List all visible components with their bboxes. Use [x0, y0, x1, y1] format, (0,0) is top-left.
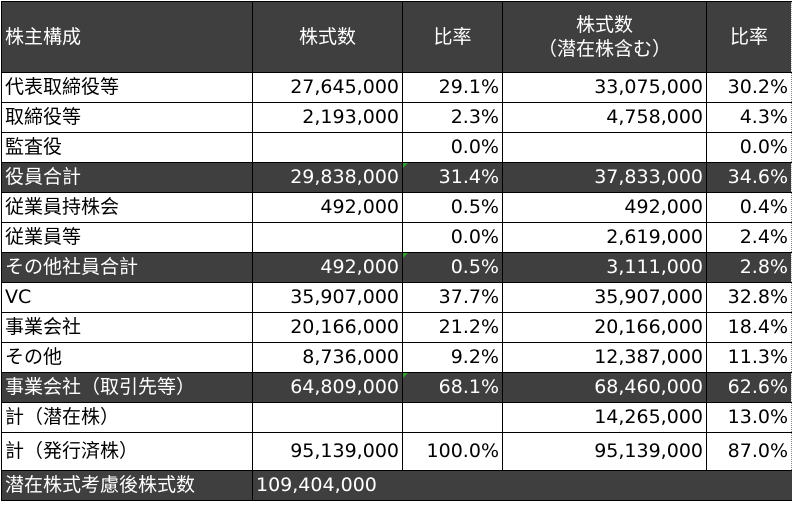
total-value: 109,404,000	[252, 470, 792, 501]
row-shares-potential: 68,460,000	[502, 372, 707, 403]
table-row: 取締役等 2,193,000 2.3% 4,758,000 4.3%	[1, 102, 792, 133]
header-shares-potential: 株式数 （潜在株含む）	[502, 1, 707, 73]
row-ratio: 2.3%	[402, 102, 503, 133]
row-shares-potential: 12,387,000	[502, 342, 707, 373]
row-ratio: 21.2%	[402, 312, 503, 343]
row-label: 計（発行済株）	[1, 432, 253, 471]
row-ratio-potential: 0.4%	[706, 192, 792, 223]
row-ratio-potential: 30.2%	[706, 72, 792, 103]
row-shares-potential: 3,111,000	[502, 252, 707, 283]
row-label: VC	[1, 282, 253, 313]
row-label: 計（潜在株）	[1, 402, 253, 433]
table-row: その他 8,736,000 9.2% 12,387,000 11.3%	[1, 342, 792, 373]
header-shareholder-composition: 株主構成	[1, 1, 253, 73]
header-ratio-potential: 比率	[706, 1, 792, 73]
shareholder-table: 株主構成 株式数 比率 株式数 （潜在株含む） 比率 代表取締役等 27,645,…	[1, 1, 792, 501]
row-shares: 8,736,000	[252, 342, 403, 373]
header-ratio: 比率	[402, 1, 503, 73]
row-shares-potential: 35,907,000	[502, 282, 707, 313]
row-label: 監査役	[1, 132, 253, 163]
row-label: 従業員持株会	[1, 192, 253, 223]
table-row: 計（潜在株） 14,265,000 13.0%	[1, 402, 792, 433]
row-shares-potential: 37,833,000	[502, 162, 707, 193]
row-shares-potential: 14,265,000	[502, 402, 707, 433]
row-ratio-potential: 0.0%	[706, 132, 792, 163]
row-ratio: 29.1%	[402, 72, 503, 103]
row-shares: 95,139,000	[252, 432, 403, 471]
row-ratio	[402, 402, 503, 433]
table-row: VC 35,907,000 37.7% 35,907,000 32.8%	[1, 282, 792, 313]
row-label: 事業会社（取引先等）	[1, 372, 253, 403]
row-ratio: 0.5%	[402, 252, 503, 283]
row-shares	[252, 402, 403, 433]
row-label: その他社員合計	[1, 252, 253, 283]
subtotal-row: 事業会社（取引先等） 64,809,000 68.1% 68,460,000 6…	[1, 372, 792, 403]
row-ratio-potential: 4.3%	[706, 102, 792, 133]
header-shares-potential-line2: （潜在株含む）	[537, 38, 671, 60]
row-ratio-potential: 18.4%	[706, 312, 792, 343]
row-ratio: 0.0%	[402, 222, 503, 253]
row-ratio-potential: 62.6%	[706, 372, 792, 403]
row-ratio: 100.0%	[402, 432, 503, 471]
row-ratio: 37.7%	[402, 282, 503, 313]
row-ratio-potential: 32.8%	[706, 282, 792, 313]
table-row: 代表取締役等 27,645,000 29.1% 33,075,000 30.2%	[1, 72, 792, 103]
row-shares: 2,193,000	[252, 102, 403, 133]
row-shares-potential: 20,166,000	[502, 312, 707, 343]
table-row: 監査役 0.0% 0.0%	[1, 132, 792, 163]
subtotal-row: その他社員合計 492,000 0.5% 3,111,000 2.8%	[1, 252, 792, 283]
row-shares-potential: 2,619,000	[502, 222, 707, 253]
row-label: 事業会社	[1, 312, 253, 343]
row-ratio-potential: 2.8%	[706, 252, 792, 283]
row-shares-potential	[502, 132, 707, 163]
table-header-row: 株主構成 株式数 比率 株式数 （潜在株含む） 比率	[1, 1, 792, 73]
row-label: 従業員等	[1, 222, 253, 253]
subtotal-row: 役員合計 29,838,000 31.4% 37,833,000 34.6%	[1, 162, 792, 193]
row-label: その他	[1, 342, 253, 373]
total-label: 潜在株式考慮後株式数	[1, 470, 253, 501]
row-label: 代表取締役等	[1, 72, 253, 103]
row-ratio: 0.0%	[402, 132, 503, 163]
row-shares: 35,907,000	[252, 282, 403, 313]
row-ratio: 31.4%	[402, 162, 503, 193]
row-shares-potential: 4,758,000	[502, 102, 707, 133]
row-shares	[252, 132, 403, 163]
row-ratio-potential: 87.0%	[706, 432, 792, 471]
row-label: 役員合計	[1, 162, 253, 193]
row-ratio-potential: 11.3%	[706, 342, 792, 373]
row-shares-potential: 95,139,000	[502, 432, 707, 471]
row-shares-potential: 33,075,000	[502, 72, 707, 103]
row-ratio: 9.2%	[402, 342, 503, 373]
row-ratio-potential: 2.4%	[706, 222, 792, 253]
row-shares: 27,645,000	[252, 72, 403, 103]
header-shares-potential-line1: 株式数	[575, 14, 633, 36]
row-ratio-potential: 13.0%	[706, 402, 792, 433]
row-shares: 29,838,000	[252, 162, 403, 193]
row-label: 取締役等	[1, 102, 253, 133]
grand-total-row: 潜在株式考慮後株式数 109,404,000	[1, 470, 792, 501]
table-row: 計（発行済株） 95,139,000 100.0% 95,139,000 87.…	[1, 432, 792, 471]
row-shares-potential: 492,000	[502, 192, 707, 223]
row-ratio: 68.1%	[402, 372, 503, 403]
row-shares: 20,166,000	[252, 312, 403, 343]
row-ratio-potential: 34.6%	[706, 162, 792, 193]
row-shares: 492,000	[252, 252, 403, 283]
table-row: 事業会社 20,166,000 21.2% 20,166,000 18.4%	[1, 312, 792, 343]
row-ratio: 0.5%	[402, 192, 503, 223]
header-shares: 株式数	[252, 1, 403, 73]
table-row: 従業員等 0.0% 2,619,000 2.4%	[1, 222, 792, 253]
row-shares: 64,809,000	[252, 372, 403, 403]
table-row: 従業員持株会 492,000 0.5% 492,000 0.4%	[1, 192, 792, 223]
row-shares: 492,000	[252, 192, 403, 223]
row-shares	[252, 222, 403, 253]
